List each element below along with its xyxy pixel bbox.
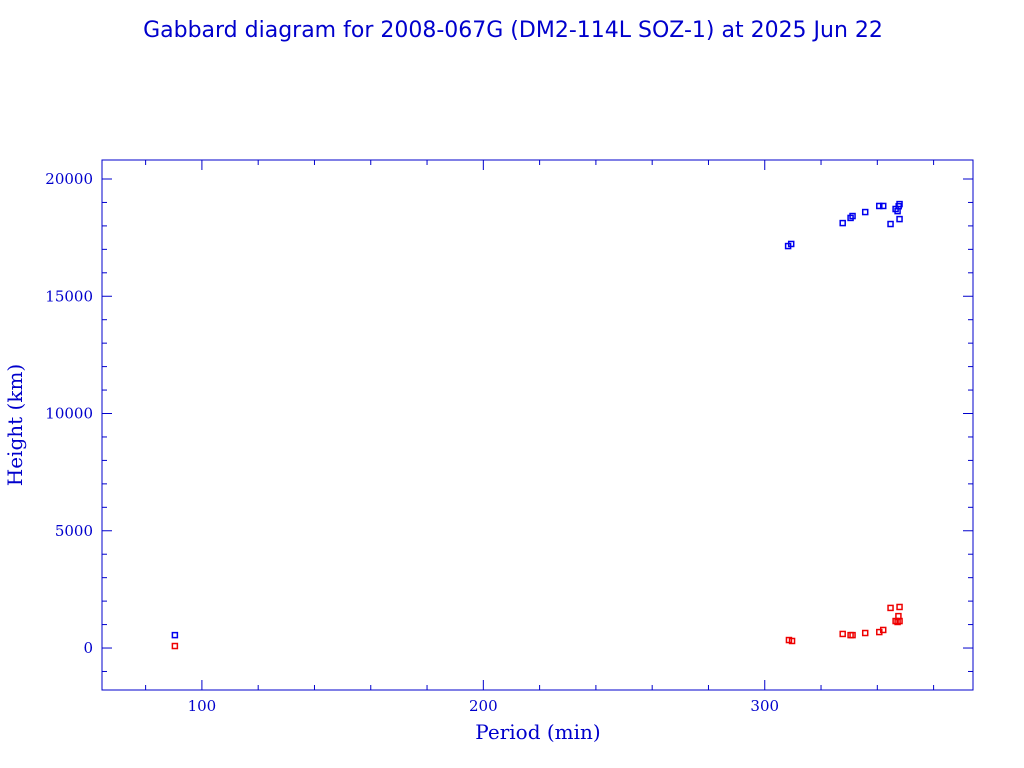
point-marker xyxy=(879,202,887,210)
apogee-point xyxy=(896,215,903,223)
point-marker xyxy=(896,603,903,611)
apogee-point xyxy=(171,631,179,639)
perigee-point xyxy=(887,604,894,612)
apogee-point xyxy=(876,202,883,210)
plot-frame xyxy=(101,159,974,691)
tick-labels: 100 200 300 0 5000 10000 15000 20000 xyxy=(45,170,779,715)
data-points xyxy=(171,200,903,650)
x-tick-label: 100 xyxy=(188,697,217,715)
point-marker xyxy=(839,630,846,638)
perigee-point xyxy=(896,603,903,611)
x-tick-label: 300 xyxy=(750,697,779,715)
point-marker xyxy=(171,631,179,639)
y-tick-label: 15000 xyxy=(45,287,93,305)
x-tick-label: 200 xyxy=(469,697,498,715)
apogee-point xyxy=(861,208,869,216)
y-tick-label: 20000 xyxy=(45,170,93,188)
point-marker xyxy=(787,240,795,248)
point-marker xyxy=(876,202,883,210)
point-marker xyxy=(861,208,869,216)
x-axis-label: Period (min) xyxy=(475,720,600,744)
perigee-point xyxy=(849,631,856,639)
apogee-point xyxy=(887,220,894,228)
point-marker xyxy=(171,642,179,650)
point-marker xyxy=(839,219,846,227)
apogee-point xyxy=(895,202,902,210)
axis-ticks xyxy=(102,160,973,690)
apogee-point xyxy=(849,212,856,220)
point-marker xyxy=(895,202,902,210)
perigee-point xyxy=(839,630,846,638)
perigee-point xyxy=(896,617,903,625)
point-marker xyxy=(887,604,894,612)
point-marker xyxy=(896,215,903,223)
y-tick-label: 5000 xyxy=(55,522,93,540)
point-marker xyxy=(896,617,903,625)
point-marker xyxy=(849,212,856,220)
point-marker xyxy=(849,631,856,639)
chart-title: Gabbard diagram for 2008-067G (DM2-114L … xyxy=(143,18,883,43)
apogee-point xyxy=(787,240,795,248)
point-marker xyxy=(879,626,887,634)
point-marker xyxy=(788,637,796,645)
point-marker xyxy=(861,629,869,637)
apogee-point xyxy=(879,202,887,210)
perigee-point xyxy=(788,637,796,645)
apogee-point xyxy=(839,219,846,227)
y-tick-label: 10000 xyxy=(45,405,93,423)
perigee-point xyxy=(861,629,869,637)
y-axis-label: Height (km) xyxy=(3,364,27,486)
perigee-point xyxy=(879,626,887,634)
point-marker xyxy=(887,220,894,228)
perigee-point xyxy=(171,642,179,650)
y-tick-label: 0 xyxy=(83,639,93,657)
